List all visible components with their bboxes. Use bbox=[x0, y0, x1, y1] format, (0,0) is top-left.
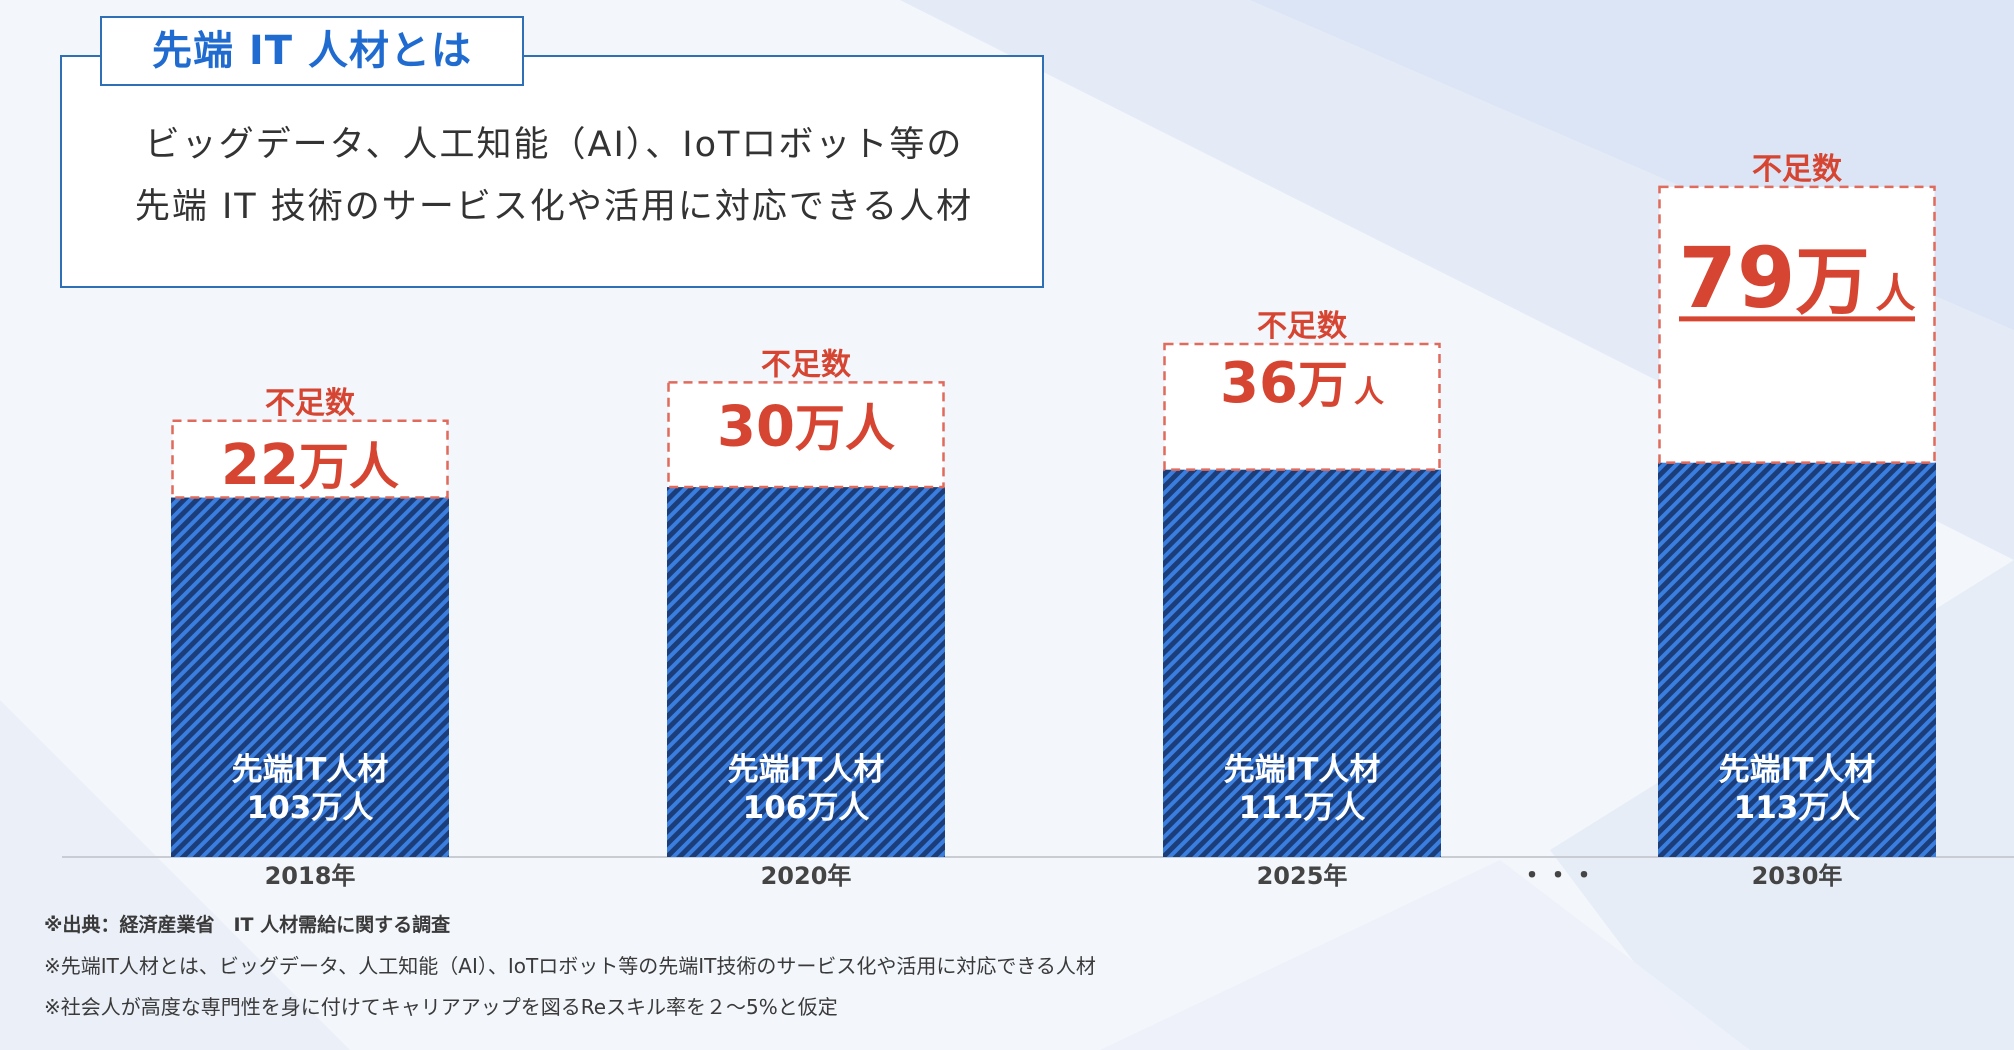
shortage-series-label: 不足数 bbox=[1257, 309, 1348, 344]
bar-不足数-1 bbox=[667, 381, 945, 489]
base-series-label: 先端IT人材 bbox=[728, 752, 885, 788]
x-tick-label: 2025年 bbox=[1257, 862, 1348, 890]
assumption-note: ※社会人が高度な専門性を身に付けてキャリアアップを図るReスキル率を２～5%と仮… bbox=[44, 995, 838, 1019]
x-tick-label: 2018年 bbox=[265, 862, 356, 890]
definition-box: ビッグデータ、人工知能（AI）、IoTロボット等の 先端 IT 技術のサービス化… bbox=[60, 55, 1044, 288]
definition-line-1: ビッグデータ、人工知能（AI）、IoTロボット等の bbox=[144, 125, 964, 165]
shortage-series-label: 不足数 bbox=[761, 347, 852, 382]
shortage-series-label: 不足数 bbox=[1752, 152, 1843, 187]
shortage-value-label: 22万人 bbox=[221, 433, 399, 498]
bar-先端IT人材-3 bbox=[1658, 462, 1936, 857]
gap-marker: ・・・ bbox=[1519, 861, 1597, 891]
definition-line-2: 先端 IT 技術のサービス化や活用に対応できる人材 bbox=[134, 187, 974, 227]
x-tick-label: 2020年 bbox=[761, 862, 852, 890]
shortage-value-label: 79万人 bbox=[1679, 229, 1916, 327]
bar-不足数-0 bbox=[171, 419, 449, 499]
definition-title: 先端 IT 人材とは bbox=[100, 16, 524, 86]
base-series-label: 先端IT人材 bbox=[232, 752, 389, 788]
bar-先端IT人材-0 bbox=[171, 497, 449, 857]
shortage-value-label: 36万人 bbox=[1220, 351, 1384, 416]
shortage-value-label: 30万人 bbox=[717, 394, 895, 459]
base-value-label: 106万人 bbox=[743, 790, 870, 826]
footnotes: ※出典：経済産業省 IT 人材需給に関する調査 ※先端IT人材とは、ビッグデータ… bbox=[44, 905, 1096, 1028]
base-value-label: 103万人 bbox=[247, 790, 374, 826]
bar-先端IT人材-1 bbox=[667, 487, 945, 857]
bar-不足数-3 bbox=[1658, 185, 1936, 464]
base-series-label: 先端IT人材 bbox=[1224, 752, 1381, 788]
definition-note: ※先端IT人材とは、ビッグデータ、人工知能（AI）、IoTロボット等の先端IT技… bbox=[44, 954, 1096, 978]
shortage-series-label: 不足数 bbox=[265, 386, 356, 421]
source-note: ※出典：経済産業省 IT 人材需給に関する調査 bbox=[44, 914, 451, 936]
bar-先端IT人材-2 bbox=[1163, 469, 1441, 857]
base-series-label: 先端IT人材 bbox=[1719, 752, 1876, 788]
x-tick-label: 2030年 bbox=[1752, 862, 1843, 890]
base-value-label: 113万人 bbox=[1734, 790, 1861, 826]
bar-不足数-2 bbox=[1163, 342, 1441, 471]
base-value-label: 111万人 bbox=[1239, 790, 1366, 826]
